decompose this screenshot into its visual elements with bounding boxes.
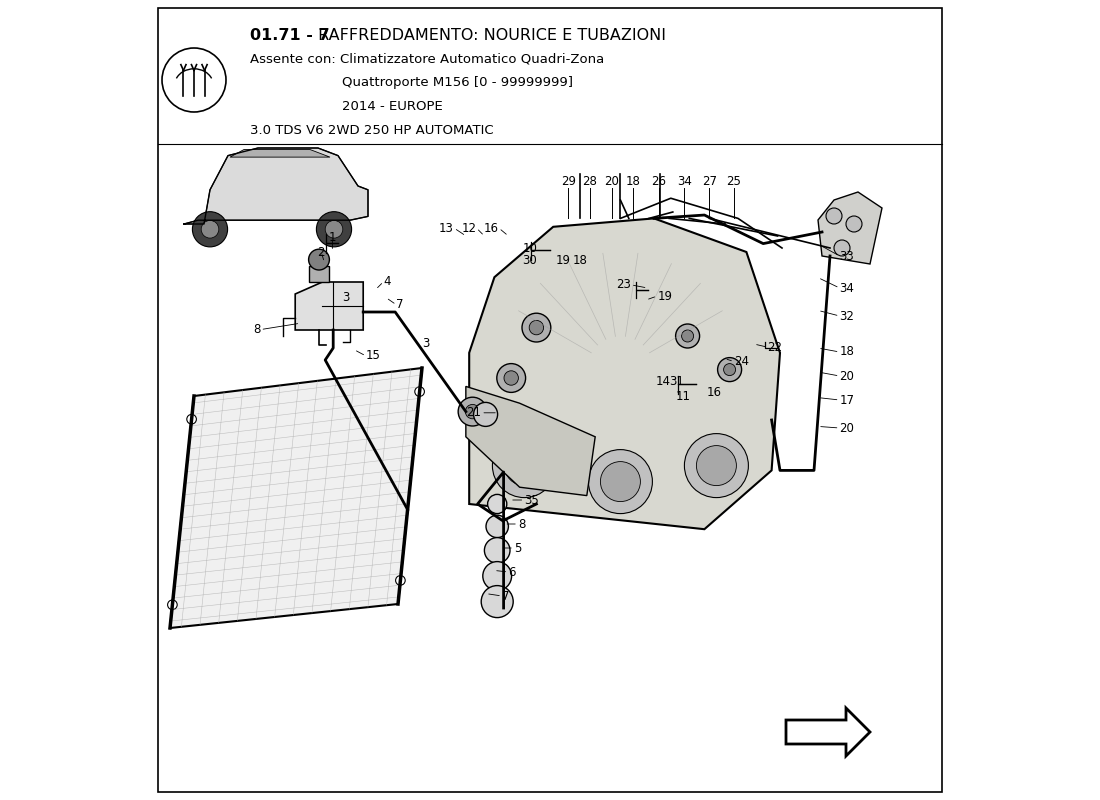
Circle shape	[826, 208, 842, 224]
Text: 10: 10	[522, 242, 537, 254]
Text: Assente con: Climatizzatore Automatico Quadri-Zona: Assente con: Climatizzatore Automatico Q…	[250, 52, 604, 65]
Circle shape	[481, 586, 514, 618]
Circle shape	[484, 538, 510, 563]
Text: 8: 8	[253, 323, 261, 336]
Text: 13: 13	[439, 222, 454, 234]
Text: 18: 18	[839, 346, 855, 358]
Text: 23: 23	[616, 278, 630, 291]
Text: 3: 3	[422, 337, 429, 350]
Circle shape	[493, 434, 557, 498]
Circle shape	[529, 320, 543, 334]
Circle shape	[396, 576, 405, 586]
Text: 7: 7	[396, 298, 404, 311]
Circle shape	[465, 404, 480, 418]
Circle shape	[459, 397, 487, 426]
Text: 18: 18	[572, 254, 587, 267]
Circle shape	[696, 446, 736, 486]
Text: 5: 5	[514, 542, 521, 554]
Text: 16: 16	[484, 222, 498, 234]
Circle shape	[415, 386, 425, 396]
Text: 14: 14	[656, 375, 671, 388]
Text: 33: 33	[839, 250, 855, 262]
Polygon shape	[465, 386, 595, 495]
Polygon shape	[170, 368, 422, 628]
Circle shape	[724, 363, 736, 375]
Circle shape	[497, 363, 526, 392]
Text: Quattroporte M156 [0 - 99999999]: Quattroporte M156 [0 - 99999999]	[342, 76, 573, 89]
Polygon shape	[295, 282, 363, 330]
Text: 35: 35	[525, 494, 539, 506]
Text: 18: 18	[626, 175, 640, 188]
Text: 24: 24	[734, 355, 749, 368]
Text: RAFFREDDAMENTO: NOURICE E TUBAZIONI: RAFFREDDAMENTO: NOURICE E TUBAZIONI	[314, 28, 667, 43]
Text: 31: 31	[669, 375, 683, 388]
Text: 22: 22	[768, 341, 782, 354]
Text: 01.71 - 7: 01.71 - 7	[250, 28, 330, 43]
Text: 28: 28	[583, 175, 597, 188]
Circle shape	[487, 494, 507, 514]
Text: 20: 20	[839, 370, 855, 382]
Polygon shape	[786, 708, 870, 756]
Text: 27: 27	[702, 175, 717, 188]
Polygon shape	[818, 192, 882, 264]
Circle shape	[167, 600, 177, 610]
Circle shape	[717, 358, 741, 382]
Circle shape	[684, 434, 748, 498]
Text: 34: 34	[676, 175, 692, 188]
Text: 3.0 TDS V6 2WD 250 HP AUTOMATIC: 3.0 TDS V6 2WD 250 HP AUTOMATIC	[250, 124, 494, 137]
Circle shape	[834, 240, 850, 256]
Circle shape	[192, 212, 228, 247]
Text: 19: 19	[657, 290, 672, 302]
Text: 30: 30	[522, 254, 537, 267]
Text: 15: 15	[366, 350, 381, 362]
Text: 25: 25	[727, 175, 741, 188]
Text: 19: 19	[556, 254, 571, 267]
Polygon shape	[230, 150, 330, 157]
Text: 26: 26	[651, 175, 667, 188]
Circle shape	[326, 221, 343, 238]
Text: 3: 3	[342, 291, 350, 304]
Text: 4: 4	[384, 275, 392, 288]
Circle shape	[483, 562, 512, 590]
Circle shape	[317, 212, 352, 247]
Circle shape	[486, 515, 508, 538]
Circle shape	[846, 216, 862, 232]
Circle shape	[588, 450, 652, 514]
Text: 11: 11	[676, 390, 691, 402]
Circle shape	[522, 313, 551, 342]
Circle shape	[187, 414, 197, 424]
Bar	[309, 266, 329, 282]
Text: 16: 16	[707, 386, 722, 398]
Circle shape	[675, 324, 700, 348]
Text: 32: 32	[839, 310, 855, 322]
Text: 20: 20	[839, 422, 855, 434]
Text: 34: 34	[839, 282, 855, 294]
Text: 17: 17	[839, 394, 855, 406]
Text: 21: 21	[466, 406, 481, 419]
Text: 2: 2	[318, 246, 324, 258]
Text: 6: 6	[508, 566, 516, 578]
Text: 29: 29	[561, 175, 576, 188]
Polygon shape	[470, 218, 780, 530]
Circle shape	[504, 370, 518, 385]
Circle shape	[505, 446, 544, 486]
Text: 7: 7	[502, 590, 509, 602]
Circle shape	[201, 221, 219, 238]
Polygon shape	[184, 148, 368, 224]
Circle shape	[474, 402, 497, 426]
Text: 8: 8	[518, 518, 526, 530]
Text: 1: 1	[329, 231, 337, 244]
Circle shape	[601, 462, 640, 502]
Text: 20: 20	[604, 175, 619, 188]
Text: 2014 - EUROPE: 2014 - EUROPE	[342, 100, 442, 113]
Circle shape	[682, 330, 694, 342]
Circle shape	[309, 250, 329, 270]
Text: 12: 12	[461, 222, 476, 234]
